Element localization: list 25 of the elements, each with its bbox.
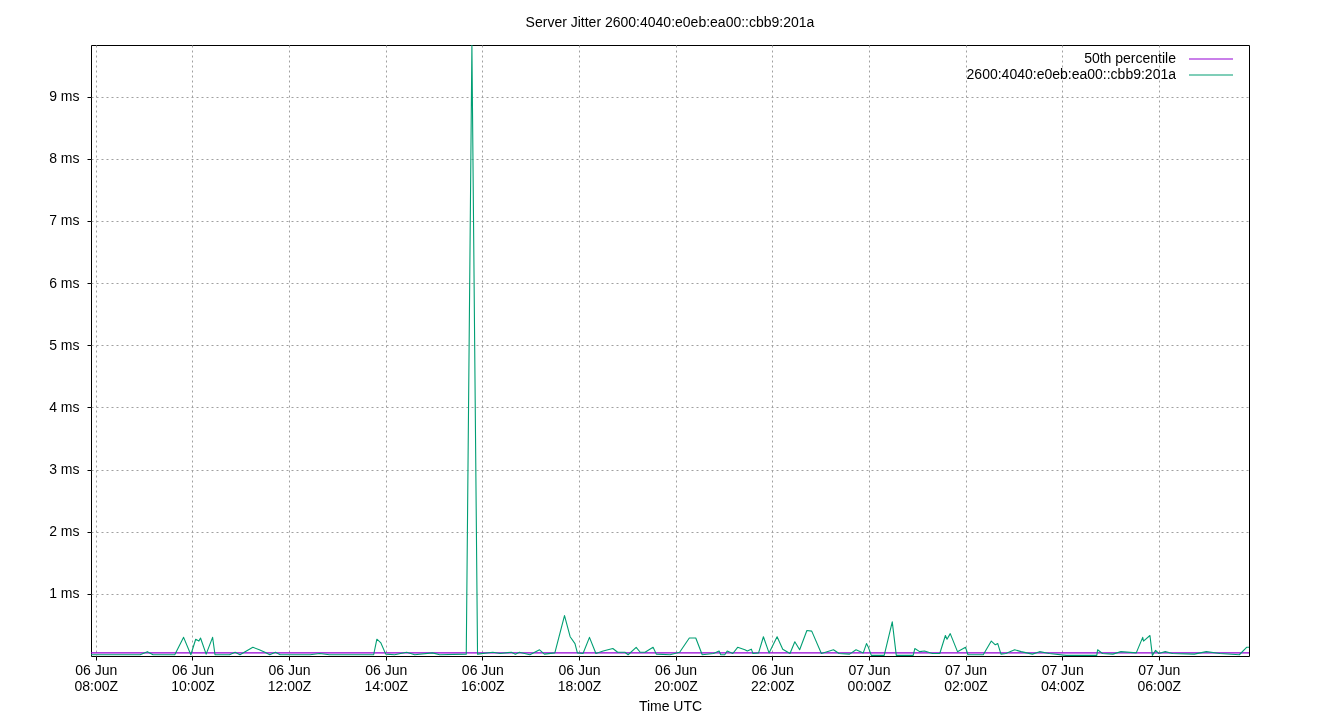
x-tick-label: 06 Jun 20:00Z xyxy=(654,661,699,694)
y-tick-label: 9 ms xyxy=(49,88,80,105)
legend-label: 50th percentile xyxy=(1084,50,1177,66)
x-tick-label: 07 Jun 00:00Z xyxy=(847,661,892,694)
x-tick-label: 06 Jun 12:00Z xyxy=(267,661,312,694)
x-tick-label: 06 Jun 16:00Z xyxy=(461,661,506,694)
x-tick-label: 07 Jun 04:00Z xyxy=(1040,661,1085,694)
y-tick-label: 2 ms xyxy=(49,523,80,540)
legend-label: 2600:4040:e0eb:ea00::cbb9:201a xyxy=(966,66,1177,82)
x-tick-label: 06 Jun 08:00Z xyxy=(74,661,119,694)
x-tick-label: 06 Jun 14:00Z xyxy=(364,661,409,694)
chart-title: Server Jitter 2600:4040:e0eb:ea00::cbb9:201a xyxy=(525,14,815,30)
y-tick-label: 8 ms xyxy=(49,150,80,167)
x-tick-label: 06 Jun 22:00Z xyxy=(750,661,796,694)
x-axis-title: Time UTC xyxy=(638,697,703,714)
x-tick-label: 06 Jun 18:00Z xyxy=(557,661,602,694)
y-tick-label: 5 ms xyxy=(49,336,80,353)
y-tick-label: 7 ms xyxy=(49,212,80,229)
y-tick-label: 4 ms xyxy=(49,398,80,415)
x-tick-label: 07 Jun 06:00Z xyxy=(1137,661,1182,694)
y-tick-label: 3 ms xyxy=(49,461,80,478)
y-tick-label: 6 ms xyxy=(49,274,80,291)
y-tick-label: 1 ms xyxy=(49,585,80,602)
x-tick-label: 07 Jun 02:00Z xyxy=(944,661,989,694)
x-tick-label: 06 Jun 10:00Z xyxy=(171,661,216,694)
